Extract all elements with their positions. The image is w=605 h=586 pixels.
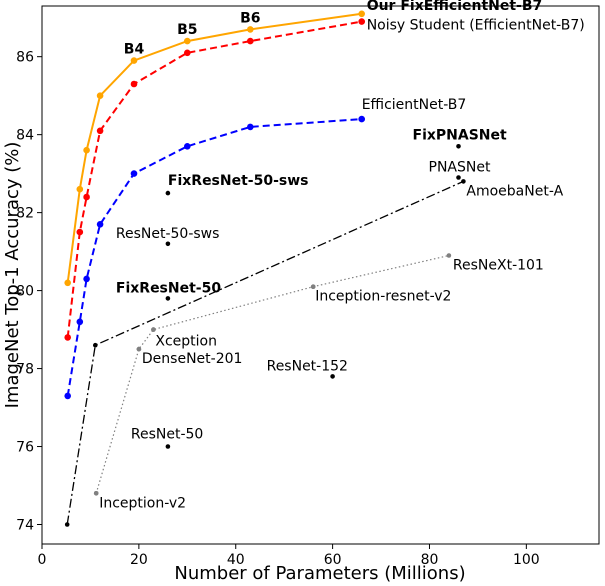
x-tick-label-40: 40: [227, 552, 245, 568]
annotation-b4: B4: [124, 42, 145, 58]
y-tick-label-86: 86: [16, 50, 34, 66]
point-label-xception: Xception: [155, 334, 217, 350]
series-label-noisy-student-efficientnet-b7: Noisy Student (EfficientNet-B7): [367, 18, 585, 34]
x-tick-label-100: 100: [513, 552, 540, 568]
series-label-efficientnet-b7: EfficientNet-B7: [362, 97, 467, 113]
point-label-inception-v2: Inception-v2: [99, 495, 186, 511]
series-line-noisy-student-efficientnet-b7: [66, 20, 362, 338]
data-point-inception-v2: [93, 491, 99, 496]
data-point-our-fixefficientnet-b7-1: [76, 185, 84, 193]
data-point-our-fixefficientnet-b7-2: [83, 146, 90, 154]
data-point-pnasnet: [456, 175, 461, 180]
annotation-b6: B6: [240, 10, 260, 26]
y-tick-label-74: 74: [16, 518, 34, 534]
data-point-noisy-student-efficientnet-b7-4: [130, 80, 138, 88]
data-point-noisy-student-efficientnet-b7-0: [64, 334, 71, 341]
x-tick-label-20: 20: [130, 552, 148, 568]
data-point-our-fixefficientnet-b7-7: [358, 10, 366, 18]
data-point-efficientnet-b7-2: [83, 275, 90, 283]
point-label-fixpnasnet: FixPNASNet: [413, 127, 508, 143]
x-axis-title: Number of Parameters (Millions): [174, 563, 465, 584]
series-layer: [64, 10, 466, 527]
y-tick-label-80: 80: [16, 284, 34, 300]
tick-layer: 0 20 40 60 80 100 74 76 78 80 82 84 86: [16, 50, 540, 568]
point-label-resnet-50: ResNet-50: [131, 427, 203, 443]
data-point-noisy-student-efficientnet-b7-5: [184, 49, 191, 57]
data-point-noisy-student-efficientnet-b7-6: [247, 37, 254, 45]
data-point-our-fixefficientnet-b7-3: [96, 92, 104, 99]
data-point-resnet-50: [165, 444, 171, 449]
data-point-our-fixefficientnet-b7-6: [247, 26, 254, 33]
point-label-densenet-201: DenseNet-201: [142, 351, 243, 367]
point-label-fixresnet-50: FixResNet-50: [116, 280, 221, 296]
label-layer: Our FixEfficientNet-B7 Noisy Student (Eff…: [99, 0, 585, 511]
series-label-resnext-101: ResNeXt-101: [453, 258, 544, 274]
data-point-densenet-201: [136, 346, 142, 352]
data-point-efficientnet-b7-7: [358, 115, 366, 123]
annotation-b5: B5: [177, 22, 197, 38]
data-point-xception: [151, 327, 156, 332]
data-point-noisy-student-efficientnet-b7-1: [76, 228, 84, 236]
data-point-resnet-152: [330, 374, 335, 379]
point-label-pnasnet: PNASNet: [429, 160, 491, 176]
point-label-inception-resnet-v2: Inception-resnet-v2: [315, 289, 451, 305]
y-tick-label-84: 84: [16, 128, 34, 144]
y-axis-title: ImageNet Top-1 Accuracy (%): [2, 142, 23, 409]
series-line-efficientnet-b7: [66, 118, 362, 397]
data-point-noisy-student-efficientnet-b7-2: [83, 193, 90, 201]
data-point-efficientnet-b7-3: [96, 221, 104, 228]
data-point-efficientnet-b7-5: [184, 143, 191, 150]
data-point-our-fixefficientnet-b7-0: [64, 279, 71, 287]
series-label-amoebanet-a: AmoebaNet-A: [466, 183, 563, 199]
data-point-inception-resnet-v2: [310, 284, 316, 290]
data-point-amoebanet-a-2: [461, 179, 466, 184]
x-tick-label-60: 60: [324, 552, 342, 568]
x-tick-label-80: 80: [421, 552, 439, 568]
point-label-fixresnet-50-sws: FixResNet-50-sws: [168, 173, 309, 189]
x-tick-label-0: 0: [38, 552, 47, 568]
series-label-our-fixefficientnet-b7: Our FixEfficientNet-B7: [367, 0, 543, 14]
data-point-our-fixefficientnet-b7-5: [184, 37, 191, 45]
series-line-our-fixefficientnet-b7: [66, 12, 362, 283]
series-line-amoebanet-a: [66, 180, 464, 525]
data-point-fixresnet-50: [165, 296, 171, 301]
series-line-resnext-101: [95, 254, 450, 494]
data-point-resnext-101-4: [446, 253, 452, 258]
data-point-efficientnet-b7-4: [130, 170, 138, 177]
plot-frame: [41, 5, 600, 545]
data-point-fixpnasnet: [456, 144, 461, 149]
y-tick-label-78: 78: [16, 362, 34, 378]
data-point-amoebanet-a-1: [93, 342, 98, 348]
y-tick-label-82: 82: [16, 206, 34, 222]
data-point-amoebanet-a-0: [64, 522, 70, 527]
point-label-resnet-50-sws: ResNet-50-sws: [116, 226, 220, 242]
data-point-efficientnet-b7-6: [247, 123, 254, 131]
data-point-noisy-student-efficientnet-b7-3: [96, 127, 104, 135]
data-point-resnet-50-sws: [165, 241, 171, 247]
point-label-resnet-152: ResNet-152: [267, 358, 348, 374]
y-tick-label-76: 76: [16, 440, 34, 456]
data-point-our-fixefficientnet-b7-4: [130, 57, 138, 64]
data-point-fixresnet-50-sws: [165, 190, 171, 196]
data-point-noisy-student-efficientnet-b7-7: [358, 18, 366, 25]
data-point-efficientnet-b7-0: [64, 392, 71, 400]
data-point-efficientnet-b7-1: [76, 318, 84, 326]
